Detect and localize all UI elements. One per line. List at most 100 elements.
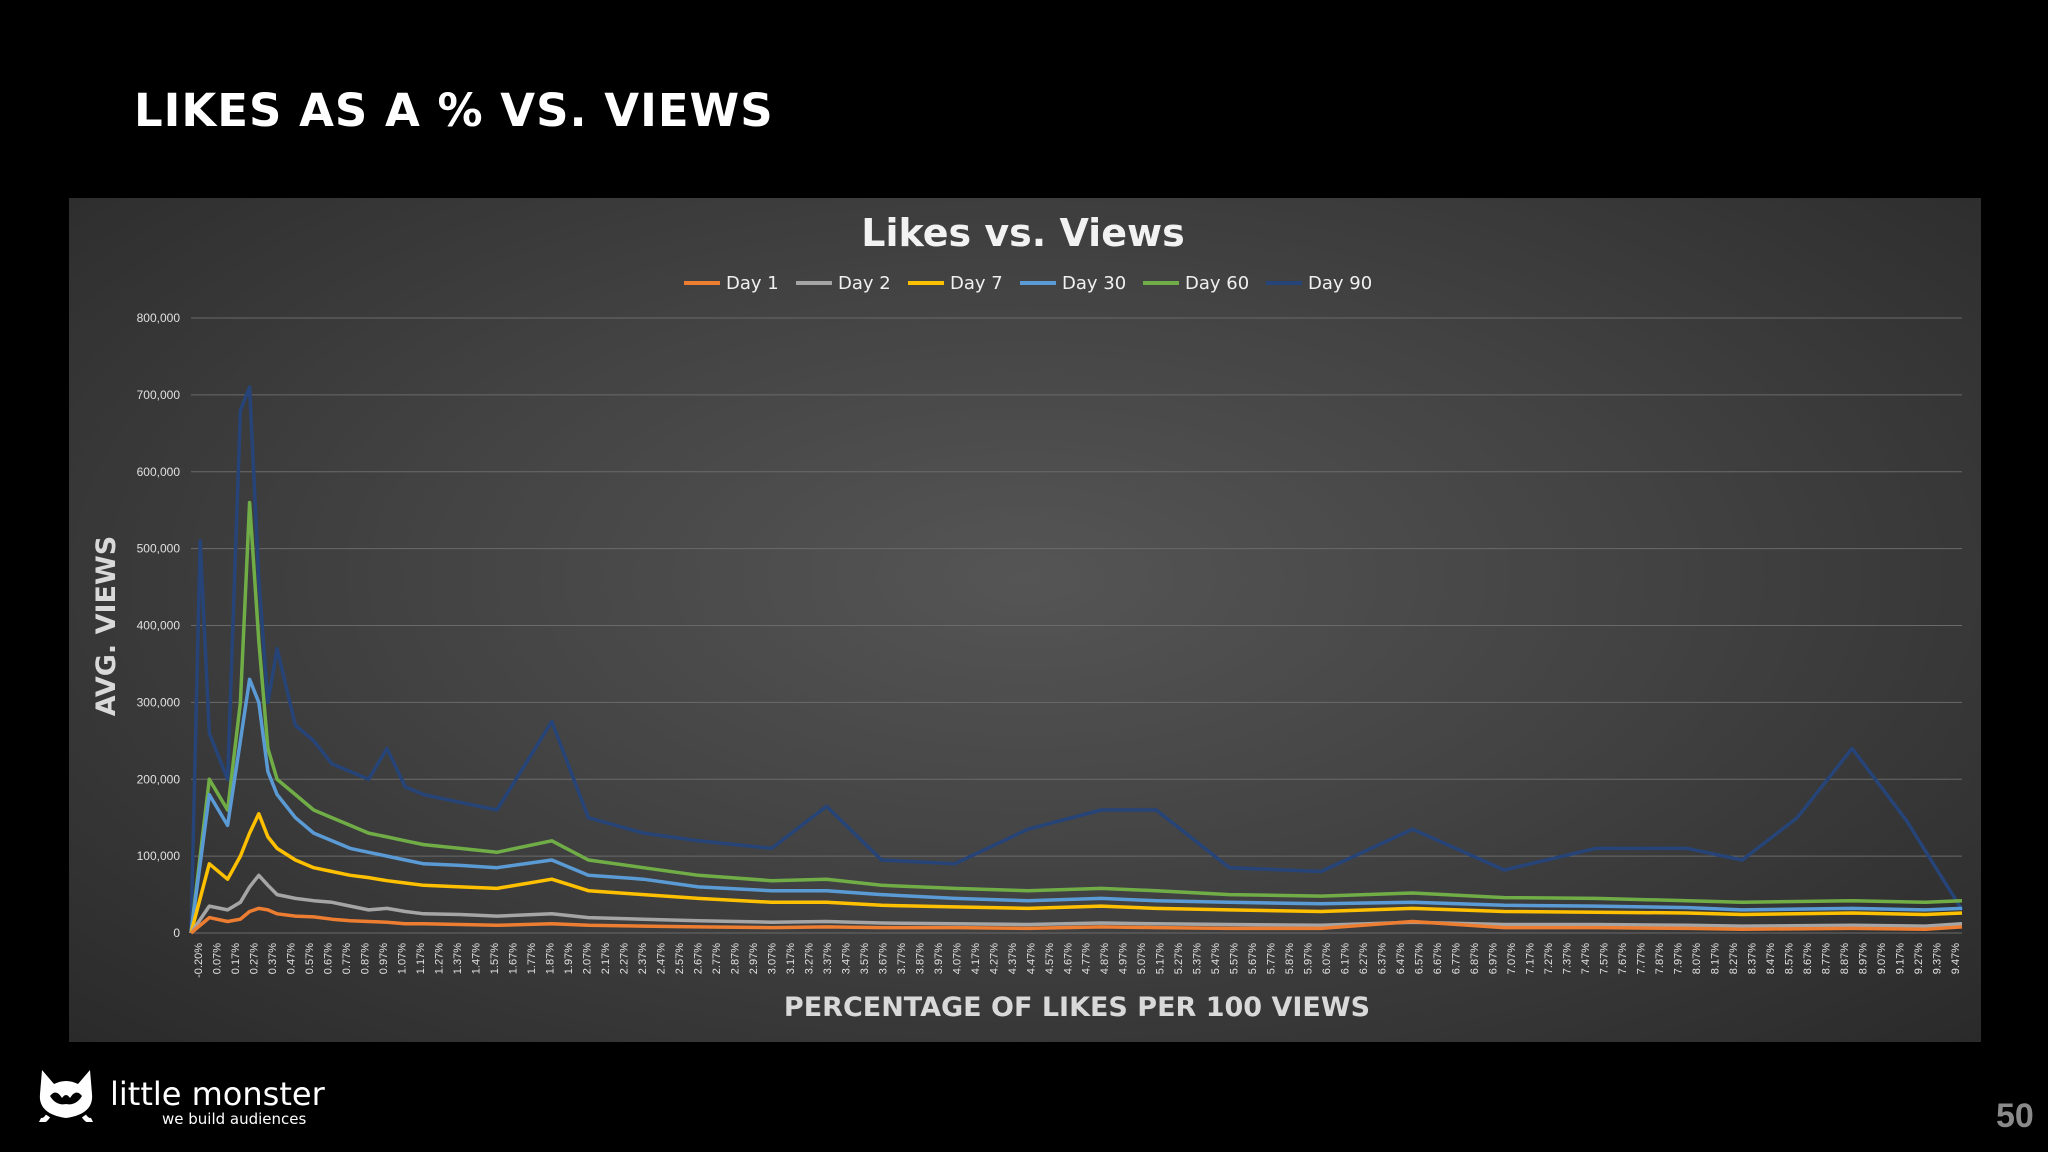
x-tick-label: 4.77% [1081,943,1093,974]
x-tick-label: 3.47% [840,943,852,974]
x-tick-label: 7.47% [1580,943,1592,974]
x-axis-ticks: -0.20% 0.07% 0.17% 0.27% 0.37% 0.47% 0.57% 0.67… [193,943,1962,978]
x-tick-label: 7.07% [1506,943,1518,974]
x-tick-label: 2.97% [748,943,760,974]
y-axis-label: AVG. VIEWS [91,536,122,716]
x-tick-label: 6.07% [1321,943,1333,974]
x-tick-label: 6.47% [1395,943,1407,974]
x-tick-label: 8.77% [1821,943,1833,974]
legend-item: Day 90 [1266,273,1372,294]
x-tick-label: 6.37% [1377,943,1389,974]
x-tick-label: 6.67% [1432,943,1444,974]
x-tick-label: 1.67% [507,943,519,974]
series-line-day-1 [189,906,1963,935]
x-tick-label: -0.20% [193,943,205,978]
x-tick-label: 9.47% [1950,943,1962,974]
x-tick-label: 5.87% [1284,943,1296,974]
x-tick-label: 7.57% [1599,943,1611,974]
series-line-day-30 [189,677,1963,934]
x-tick-label: 2.27% [618,943,630,974]
y-tick-label: 200,000 [137,772,181,786]
x-tick-label: 2.87% [729,943,741,974]
x-tick-label: 4.67% [1062,943,1074,974]
legend-item: Day 30 [1020,273,1126,294]
x-tick-label: 8.47% [1765,943,1777,974]
x-tick-label: 5.27% [1173,943,1185,974]
x-tick-label: 1.87% [544,943,556,974]
x-tick-label: 5.47% [1210,943,1222,974]
x-tick-label: 6.57% [1414,943,1426,974]
x-tick-label: 3.37% [822,943,834,974]
series-line-day-7 [189,812,1963,934]
legend-item: Day 2 [796,273,891,294]
y-tick-label: 100,000 [137,849,181,863]
brand-tagline: we build audiences [162,1110,307,1128]
chart-grid [191,317,1962,934]
x-tick-label: 9.07% [1876,943,1888,974]
x-tick-label: 4.87% [1099,943,1111,974]
x-tick-label: 2.57% [674,943,686,974]
x-tick-label: 5.07% [1136,943,1148,974]
x-tick-label: 3.77% [896,943,908,974]
x-tick-label: 4.97% [1118,943,1130,974]
x-tick-label: 9.27% [1913,943,1925,974]
legend-label: Day 1 [726,273,779,294]
legend-label: Day 30 [1062,273,1126,294]
x-tick-label: 1.57% [489,943,501,974]
x-tick-label: 0.37% [267,943,279,974]
x-tick-label: 7.17% [1525,943,1537,974]
x-axis-label: PERCENTAGE OF LIKES PER 100 VIEWS [784,992,1370,1023]
legend-label: Day 60 [1185,273,1249,294]
x-tick-label: 1.47% [470,943,482,974]
x-tick-label: 9.17% [1895,943,1907,974]
brand-name: little monster [110,1075,325,1113]
x-tick-label: 5.67% [1247,943,1259,974]
x-tick-label: 8.27% [1728,943,1740,974]
chart-canvas: Likes vs. Views Day 1 Day 2 Day 7 Day 30 Day… [91,211,1964,1023]
x-tick-label: 4.47% [1025,943,1037,974]
x-tick-label: 7.77% [1636,943,1648,974]
x-tick-label: 8.07% [1691,943,1703,974]
x-tick-label: 8.67% [1802,943,1814,974]
x-tick-label: 7.67% [1617,943,1629,974]
x-tick-label: 0.87% [359,943,371,974]
x-tick-label: 4.07% [951,943,963,974]
x-tick-label: 0.57% [304,943,316,974]
x-tick-label: 2.77% [711,943,723,974]
series-line-day-2 [189,873,1963,934]
x-tick-label: 5.77% [1266,943,1278,974]
x-tick-label: 3.07% [766,943,778,974]
x-tick-label: 8.57% [1784,943,1796,974]
x-tick-label: 3.57% [859,943,871,974]
x-tick-label: 3.97% [933,943,945,974]
x-tick-label: 4.17% [970,943,982,974]
y-tick-label: 600,000 [137,465,181,479]
monster-cat-icon [39,1070,93,1122]
x-tick-label: 8.17% [1710,943,1722,974]
x-tick-label: 4.27% [988,943,1000,974]
legend-item: Day 7 [908,273,1003,294]
x-tick-label: 2.67% [692,943,704,974]
x-tick-label: 5.37% [1192,943,1204,974]
x-tick-label: 0.27% [248,943,260,974]
x-tick-label: 4.57% [1044,943,1056,974]
chart-series [189,385,1964,935]
chart-legend: Day 1 Day 2 Day 7 Day 30 Day 60 Day 90 [684,273,1372,294]
x-tick-label: 5.17% [1155,943,1167,974]
x-tick-label: 8.97% [1858,943,1870,974]
series-line-day-60 [189,500,1963,934]
x-tick-label: 1.37% [452,943,464,974]
x-tick-label: 6.97% [1488,943,1500,974]
chart-panel: Likes vs. Views Day 1 Day 2 Day 7 Day 30 Day… [69,198,1981,1042]
x-tick-label: 9.37% [1932,943,1944,974]
legend-item: Day 60 [1143,273,1249,294]
x-tick-label: 0.17% [230,943,242,974]
y-tick-label: 300,000 [137,695,181,709]
legend-label: Day 2 [838,273,891,294]
y-axis-ticks: 0 100,000 200,000 300,000 400,000 500,000 600,… [137,311,181,940]
x-tick-label: 7.27% [1543,943,1555,974]
x-tick-label: 1.97% [563,943,575,974]
y-tick-label: 500,000 [137,542,181,556]
x-tick-label: 7.37% [1562,943,1574,974]
x-tick-label: 0.07% [211,943,223,974]
